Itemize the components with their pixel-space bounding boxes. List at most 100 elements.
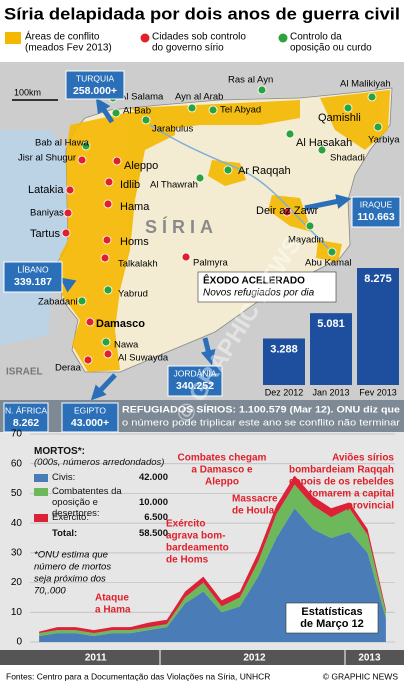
bar-category: Fev 2013	[359, 387, 397, 397]
city-label: Jarabulus	[152, 124, 193, 135]
country-label: SÍRIA	[145, 216, 218, 237]
city-label: Ayn al Arab	[175, 92, 223, 103]
refugee-box	[167, 365, 223, 397]
bar-category: Jan 2013	[312, 387, 349, 397]
bar	[263, 338, 305, 385]
city-dot	[103, 199, 113, 209]
city-dot	[305, 221, 315, 231]
city-dot	[101, 337, 111, 347]
city-dot	[112, 156, 122, 166]
legend-total: 6.500	[144, 512, 168, 523]
refugee-count: 43.000+	[71, 417, 109, 429]
city-dot	[83, 355, 93, 365]
annotation: de Homs	[166, 555, 209, 566]
x-tick-label: 2013	[358, 653, 381, 664]
y-tick-label: 50	[11, 488, 23, 499]
city-label: Al Hasakah	[296, 137, 352, 149]
y-tick-label: 20	[11, 577, 23, 588]
city-dot	[100, 253, 110, 263]
refugee-note: o número pode triplicar este ano se conf…	[122, 418, 400, 429]
city-dot	[63, 208, 73, 218]
city-dot	[103, 285, 113, 295]
city-dot	[77, 296, 87, 306]
refugee-country: N. ÁFRICA	[5, 405, 47, 415]
legend-total: 10.000	[138, 497, 168, 508]
refugee-note: REFUGIADOS SÍRIOS: 1.100.579 (Mar 12). O…	[122, 405, 400, 416]
city-dot	[181, 252, 191, 262]
neighbor-label: ISRAEL	[6, 367, 43, 378]
bar-category: Dez 2012	[265, 387, 304, 397]
city-label: Al Thawrah	[150, 180, 198, 191]
city-label: Hama	[120, 201, 150, 213]
city-dot	[111, 108, 121, 118]
city-dot	[102, 235, 112, 245]
city-label: Al Malikiyah	[340, 79, 391, 90]
city-label: Baniyas	[30, 208, 64, 219]
legend-text: Cidades sob controlo	[152, 32, 246, 43]
annotation: a Hama	[95, 605, 131, 616]
city-label: Nawa	[114, 340, 139, 351]
city-label: Yarbiya	[368, 135, 400, 146]
refugee-count: 339.187	[14, 276, 52, 288]
legend-name: Total:	[52, 528, 78, 539]
city-label: Al Salama	[120, 92, 164, 103]
city-dot	[343, 103, 353, 113]
y-tick-label: 60	[11, 458, 23, 469]
bar-subtitle: Novos refugiados por dia	[203, 288, 315, 299]
city-label: Talkalakh	[118, 259, 158, 270]
city-label: Deraa	[55, 363, 82, 374]
city-label: Jisr al Shugur	[18, 153, 76, 164]
city-dot	[223, 165, 233, 175]
city-label: Palmyra	[193, 258, 229, 269]
city-label: Ar Raqqah	[238, 165, 291, 177]
refugee-box	[3, 261, 63, 293]
city-label: Yabrud	[118, 289, 148, 300]
legend-total: 58.500	[138, 528, 168, 539]
legend-text: do governo sírio	[152, 43, 224, 54]
note: número de mortos	[34, 562, 111, 573]
legend-name: Civis:	[52, 472, 76, 483]
x-tick-label: 2011	[85, 653, 107, 664]
legend-swatch	[34, 474, 48, 482]
city-label: Abu Kamal	[305, 258, 351, 269]
y-tick-label: 70	[11, 429, 23, 440]
legend-text: (meados Fev 2013)	[25, 43, 112, 54]
refugee-country: EGIPTO	[74, 405, 106, 415]
annotation: Aleppo	[205, 477, 239, 488]
city-label: Shadadi	[330, 153, 365, 164]
city-dot	[285, 129, 295, 139]
city-dot	[373, 122, 383, 132]
annotation: Aviões sírios	[332, 453, 394, 464]
refugee-country: IRAQUE	[360, 199, 393, 209]
note: *ONU estima que	[34, 550, 108, 561]
city-dot	[317, 145, 327, 155]
city-label: Latakia	[28, 184, 64, 196]
city-label: Tel Abyad	[220, 105, 261, 116]
legend-total: 42.000	[138, 472, 168, 483]
stats-box	[285, 602, 379, 634]
year-bar	[0, 650, 404, 665]
city-label: Aleppo	[124, 160, 158, 172]
refugee-country: JORDÂNIA	[174, 368, 217, 378]
city-dot	[327, 247, 337, 257]
refugee-box	[65, 70, 125, 100]
arrows	[60, 97, 352, 400]
refugee-count: 340.252	[176, 380, 214, 392]
scale-label: 100km	[14, 87, 41, 97]
city-label: Qamishli	[318, 112, 361, 124]
city-dot	[77, 155, 87, 165]
refugee-box	[351, 196, 401, 228]
annotation: Massacre	[232, 494, 278, 505]
city-dot	[187, 103, 197, 113]
source: Fontes: Centro para a Documentação das V…	[6, 671, 270, 681]
title: Síria delapidada por dois anos de guerra…	[4, 5, 400, 23]
city-label: Deir az Zawr	[256, 205, 319, 217]
city-label: Mayadin	[288, 235, 324, 246]
annotation: Estatísticas	[301, 606, 362, 618]
city-dot	[65, 185, 75, 195]
city-dot	[81, 141, 91, 151]
refugee-country: LÍBANO	[17, 264, 49, 274]
legend-text: Áreas de conflito	[25, 30, 100, 43]
legend-dot	[278, 33, 288, 43]
refugee-box	[61, 402, 119, 433]
